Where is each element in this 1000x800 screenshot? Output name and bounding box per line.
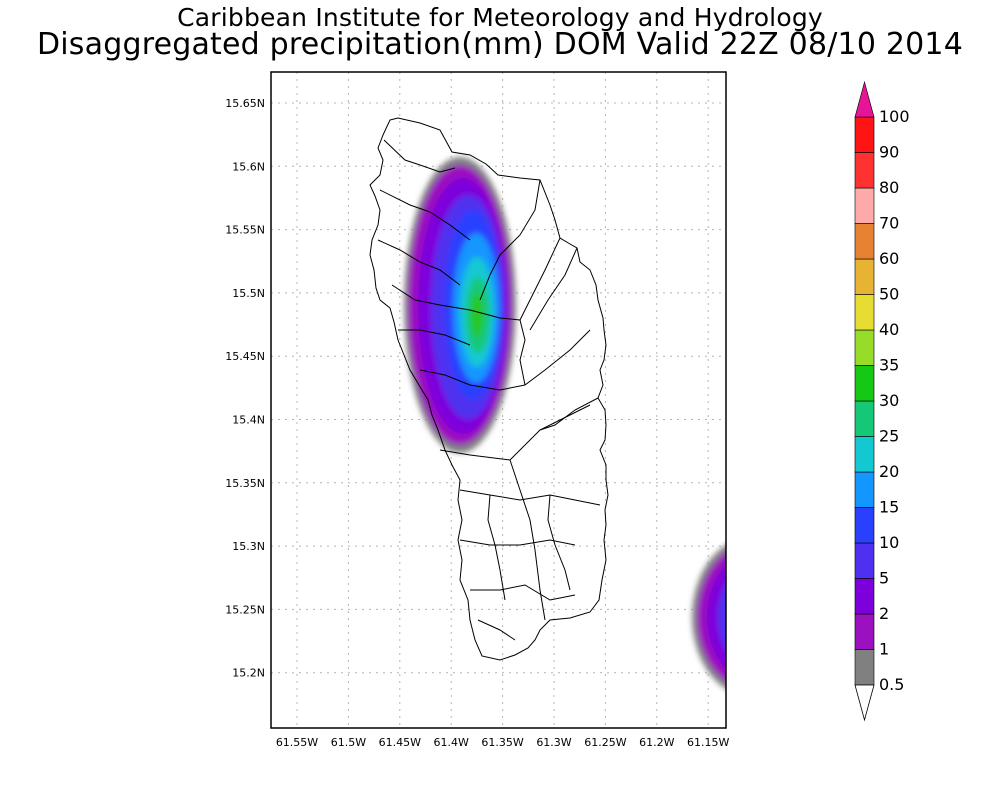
longitude-label: 61.15W	[687, 736, 729, 749]
latitude-tick-labels: 15.65N 15.6N 15.55N 15.5N 15.45N 15.4N 15.35N 1…	[225, 97, 265, 680]
colorbar-label: 80	[879, 178, 899, 197]
latitude-label: 15.5N	[232, 287, 265, 300]
precipitation-field	[404, 157, 726, 690]
colorbar-swatch	[854, 471, 875, 508]
latitude-label: 15.35N	[225, 477, 265, 490]
map-title: Disaggregated precipitation(mm) DOM Vali…	[36, 27, 964, 62]
colorbar-swatch	[854, 578, 875, 615]
latitude-label: 15.25N	[225, 603, 265, 616]
colorbar-label: 2	[879, 604, 889, 623]
colorbar-label: 0.5	[879, 675, 904, 694]
latitude-label: 15.55N	[225, 224, 265, 237]
latitude-label: 15.4N	[232, 414, 265, 427]
colorbar-label: 35	[879, 356, 899, 375]
longitude-label: 61.3W	[536, 736, 571, 749]
district-boundaries	[377, 139, 601, 641]
colorbar-swatch	[854, 187, 875, 224]
map-frame	[270, 71, 727, 729]
longitude-label: 61.4W	[434, 736, 469, 749]
latitude-label: 15.45N	[225, 350, 265, 363]
colorbar-swatch	[854, 294, 875, 331]
colorbar-label: 20	[879, 462, 899, 481]
colorbar-swatch	[854, 329, 875, 366]
latitude-label: 15.65N	[225, 97, 265, 110]
colorbar-label: 90	[879, 143, 899, 162]
longitude-label: 61.25W	[584, 736, 626, 749]
colorbar-swatch	[854, 542, 875, 579]
colorbar-label: 10	[879, 533, 899, 552]
longitude-label: 61.35W	[481, 736, 523, 749]
colorbar-swatch	[854, 365, 875, 402]
longitude-label: 61.45W	[379, 736, 421, 749]
island-coastline	[369, 117, 609, 661]
longitude-label: 61.5W	[331, 736, 366, 749]
colorbar-label: 1	[879, 640, 889, 659]
colorbar-bottom-arrow	[854, 684, 875, 722]
colorbar-label: 40	[879, 320, 899, 339]
longitude-label: 61.2W	[639, 736, 674, 749]
colorbar-label: 60	[879, 249, 899, 268]
colorbar-label: 30	[879, 391, 899, 410]
colorbar-swatch	[854, 400, 875, 437]
latitude-label: 15.2N	[232, 667, 265, 680]
latitude-label: 15.6N	[232, 160, 265, 173]
longitude-tick-labels: 61.55W 61.5W 61.45W 61.4W 61.35W 61.3W 61.25W 6…	[276, 736, 730, 749]
colorbar-swatch	[854, 258, 875, 295]
institute-title: Caribbean Institute for Meteorology and …	[177, 3, 823, 32]
colorbar-label: 15	[879, 498, 899, 517]
colorbar-swatch	[854, 507, 875, 544]
colorbar-swatch	[854, 152, 875, 189]
colorbar-swatch	[854, 116, 875, 153]
colorbar-swatch	[854, 649, 875, 686]
colorbar-label: 100	[879, 107, 910, 126]
colorbar-label: 70	[879, 214, 899, 233]
colorbar-swatch	[854, 613, 875, 650]
latitude-label: 15.3N	[232, 540, 265, 553]
colorbar-swatch	[854, 223, 875, 260]
colorbar-swatch	[854, 436, 875, 473]
colorbar-label: 5	[879, 569, 889, 588]
colorbar-top-arrow	[854, 80, 875, 118]
longitude-label: 61.55W	[276, 736, 318, 749]
colorbar-label: 25	[879, 427, 899, 446]
colorbar-label: 50	[879, 285, 899, 304]
